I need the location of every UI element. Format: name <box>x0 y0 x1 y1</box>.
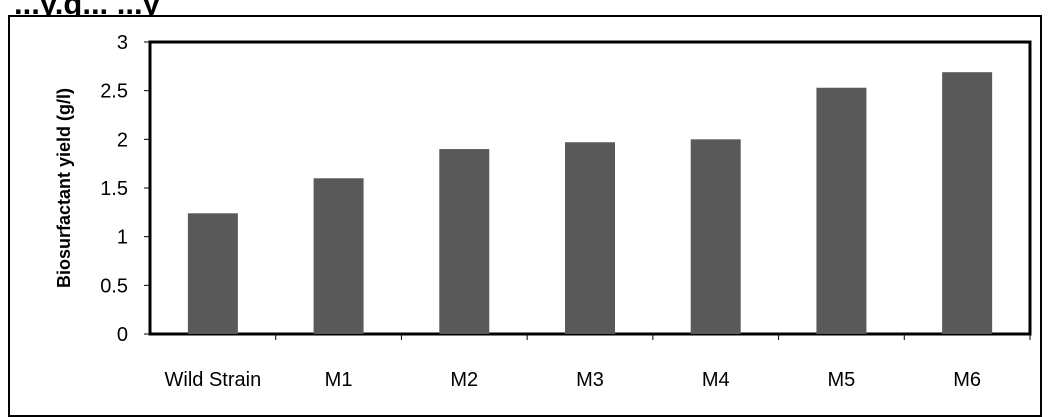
y-tick-label: 2 <box>117 129 128 151</box>
x-tick-label: M2 <box>450 369 478 391</box>
bar <box>565 142 615 334</box>
y-tick-label: 1 <box>117 227 128 249</box>
bar <box>816 87 867 334</box>
y-tick-label: 3 <box>117 32 128 54</box>
x-tick-label: Wild Strain <box>165 369 262 391</box>
y-tick-label: 0 <box>117 324 128 346</box>
x-tick-label: M6 <box>953 369 981 391</box>
x-tick-label: M4 <box>702 369 730 391</box>
bar <box>690 139 741 334</box>
x-tick-label: M5 <box>828 369 856 391</box>
bar <box>187 213 238 334</box>
x-tick-label: M1 <box>325 369 353 391</box>
y-tick-label: 0.5 <box>100 275 128 297</box>
bar <box>942 72 993 334</box>
chart-frame <box>8 15 1042 417</box>
bar <box>439 149 490 334</box>
y-axis-title: Biosurfactant yield (g/l) <box>54 88 74 288</box>
bar <box>313 178 364 334</box>
y-tick-label: 1.5 <box>100 178 128 200</box>
y-tick-label: 2.5 <box>100 81 128 103</box>
x-tick-label: M3 <box>576 369 604 391</box>
